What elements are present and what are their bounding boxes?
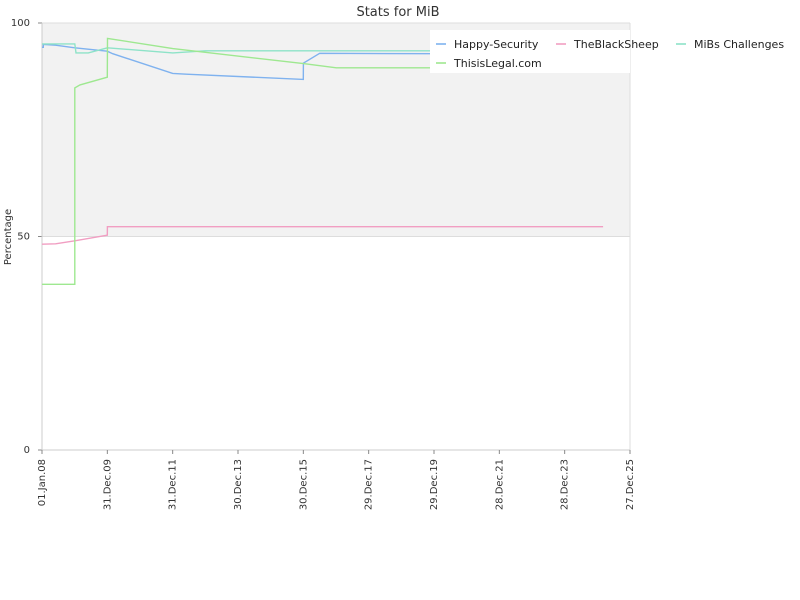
legend-label: Happy-Security — [454, 38, 539, 51]
x-tick-label: 29.Dec.19 — [429, 459, 440, 510]
legend-label: MiBs Challenges — [694, 38, 784, 51]
series-line — [41, 226, 604, 245]
x-tick-label: 29.Dec.17 — [364, 459, 375, 510]
axes: 0 50 100 01.Jan.08 31.Dec.09 31.Dec.11 30.Dec.… — [11, 18, 636, 510]
legend: Happy-Security TheBlackSheep MiBs Challeng… — [430, 30, 784, 73]
y-tick-label: 50 — [17, 232, 30, 243]
x-tick-label: 27.Dec.25 — [625, 459, 636, 510]
y-tick-label: 100 — [11, 18, 30, 29]
y-tick-label: 0 — [24, 445, 30, 456]
x-tick-label: 30.Dec.15 — [298, 459, 309, 510]
x-tick-label: 31.Dec.11 — [168, 459, 179, 510]
series-group — [41, 37, 604, 285]
legend-label: TheBlackSheep — [573, 38, 659, 51]
series-line — [42, 37, 435, 285]
x-tick-label: 31.Dec.09 — [102, 459, 113, 510]
legend-label: ThisisLegal.com — [453, 57, 542, 70]
x-tick-label: 28.Dec.21 — [494, 459, 505, 510]
legend-background — [430, 30, 630, 73]
y-axis-label: Percentage — [3, 209, 14, 265]
chart-title: Stats for MiB — [356, 5, 439, 20]
x-tick-label: 01.Jan.08 — [37, 459, 48, 506]
x-tick-label: 28.Dec.23 — [560, 459, 571, 510]
x-tick-label: 30.Dec.13 — [233, 459, 244, 510]
